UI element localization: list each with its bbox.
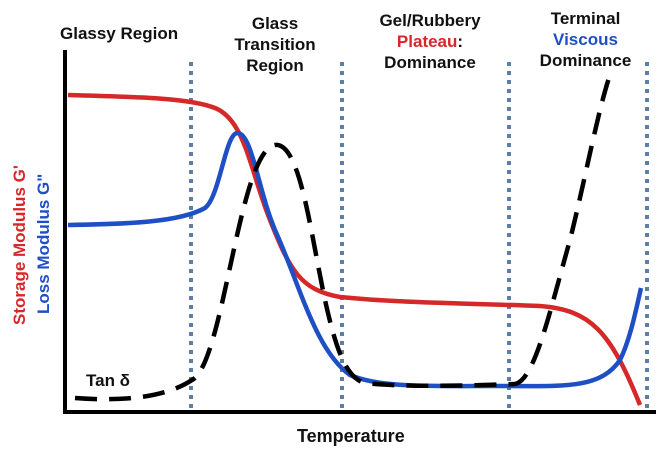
label-line: Dominance (539, 51, 632, 70)
region-glass-transition-label: Glass Transition Region (225, 13, 325, 76)
viscous-word: Viscous (553, 30, 618, 49)
axes (63, 50, 656, 414)
region-glassy-label: Glassy Region (60, 24, 179, 43)
y-axis-label-storage: Storage Modulus G' (10, 165, 29, 325)
label-line: Region (246, 56, 304, 75)
colon: : (457, 32, 464, 51)
loss-modulus-curve (67, 130, 644, 389)
label-line: Gel/Rubbery (379, 11, 481, 30)
tan-delta-curve (74, 74, 613, 402)
plateau-word: Plateau (396, 32, 458, 51)
region-terminal-label: Terminal Viscous Dominance (528, 8, 643, 71)
label-line: Transition (234, 35, 316, 54)
storage-modulus-curve (67, 92, 643, 406)
region-dividers (189, 62, 649, 412)
label-line: Dominance (384, 53, 476, 72)
region-rubbery-plateau-label: Gel/Rubbery Plateau: Dominance (370, 10, 490, 73)
label-line: Plateau: (370, 31, 490, 52)
x-axis-label: Temperature (297, 426, 405, 446)
tan-delta-label: Tan δ (86, 371, 130, 390)
label-line: Glass (251, 14, 299, 33)
label-line: Terminal (550, 9, 621, 28)
y-axis-label-loss: Loss Modulus G" (34, 173, 53, 314)
